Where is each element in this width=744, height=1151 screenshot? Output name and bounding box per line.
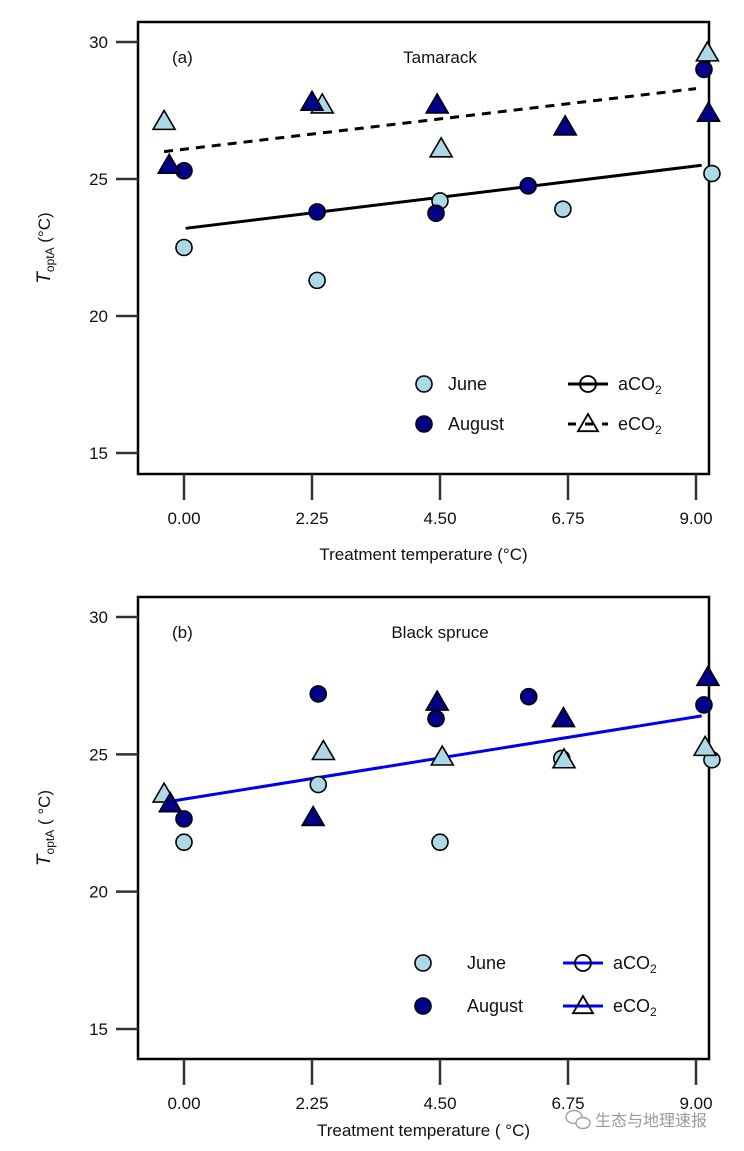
point-august-eco2	[695, 664, 721, 687]
legend-marker-june	[414, 954, 432, 972]
point-august-eco2	[552, 114, 578, 136]
y-axis-title: ToptA (°C)	[34, 212, 57, 283]
legend-label-eco2: eCO2	[618, 414, 662, 437]
x-tick-label: 9.00	[679, 1094, 712, 1113]
legend-marker-aco2	[579, 375, 597, 393]
point-june-eco2	[429, 744, 455, 766]
point-august-aco2	[519, 177, 537, 195]
legend-marker-august	[415, 415, 433, 433]
point-august-eco2	[299, 89, 325, 111]
panel-a-tamarack: 15 20 25 30 0.00 2.25 4.50 6.75 9.00 Treatment te…	[34, 20, 721, 564]
y-tick-label: 15	[89, 444, 108, 463]
y-tick-label: 20	[89, 883, 108, 902]
point-august-aco2	[519, 687, 538, 706]
point-june-aco2	[554, 200, 572, 218]
panel-title: Tamarack	[403, 48, 477, 67]
y-tick-label: 30	[89, 608, 108, 627]
y-tick-label: 20	[89, 307, 108, 326]
x-tick-label: 9.00	[679, 509, 712, 528]
legend-label-august: August	[467, 996, 523, 1016]
plot-frame	[136, 20, 711, 476]
x-axis-title: Treatment temperature ( °C)	[317, 1121, 530, 1140]
point-august-eco2	[696, 100, 721, 122]
panel-b-black-spruce: 15 20 25 30 0.00 2.25 4.50 6.75 9.00 Treatment te…	[34, 595, 721, 1140]
x-axis-title: Treatment temperature (°C)	[319, 545, 527, 564]
x-tick-label: 6.75	[551, 509, 584, 528]
point-august-aco2	[695, 696, 713, 714]
x-tick-label: 4.50	[423, 1094, 456, 1113]
x-tick-label: 4.50	[423, 509, 456, 528]
panel-tag: (b)	[172, 623, 193, 642]
point-august-aco2	[695, 60, 713, 79]
point-june-eco2	[694, 40, 720, 62]
x-tick-label: 2.25	[295, 509, 328, 528]
point-august-eco2	[551, 706, 576, 728]
x-tick-label: 0.00	[167, 509, 200, 528]
point-august-eco2	[424, 689, 450, 711]
y-tick-label: 15	[89, 1020, 108, 1039]
point-august-aco2	[427, 709, 445, 728]
legend: June August aCO2 eCO2	[414, 953, 657, 1019]
panel-tag: (a)	[172, 48, 193, 67]
legend-label-eco2: eCO2	[613, 996, 657, 1019]
legend-marker-eco2	[576, 412, 600, 433]
point-june-eco2	[151, 108, 177, 131]
point-june-aco2	[175, 833, 193, 852]
point-june-aco2	[703, 164, 721, 183]
panel-title: Black spruce	[391, 623, 488, 642]
point-june-aco2	[175, 238, 193, 257]
point-august-aco2	[427, 204, 445, 223]
point-august-eco2	[157, 791, 183, 813]
point-august-eco2	[424, 92, 450, 114]
y-tick-label: 25	[89, 745, 108, 764]
point-august-aco2	[308, 203, 326, 221]
legend-marker-june	[415, 375, 433, 393]
point-august-aco2	[309, 685, 328, 703]
legend-label-june: June	[448, 374, 487, 394]
legend-label-aco2: aCO2	[613, 953, 657, 976]
legend: June August aCO2 eCO2	[415, 374, 662, 437]
wechat-icon	[565, 1109, 591, 1130]
y-tick-label: 25	[89, 170, 108, 189]
watermark-text: 生态与地理速报	[595, 1111, 707, 1130]
point-june-eco2	[310, 738, 336, 761]
fit-line-eco2-fit	[163, 87, 697, 154]
point-june-eco2	[551, 747, 577, 769]
point-june-aco2	[309, 775, 328, 794]
point-june-aco2	[308, 271, 326, 290]
legend-label-august: August	[448, 414, 504, 434]
point-august-eco2	[156, 152, 182, 175]
plot-frame	[136, 595, 711, 1061]
point-june-eco2	[692, 734, 718, 757]
x-tick-label: 2.25	[295, 1094, 328, 1113]
x-tick-label: 0.00	[167, 1094, 200, 1113]
x-tick-label: 6.75	[551, 1094, 584, 1113]
y-tick-label: 30	[89, 33, 108, 52]
y-axis-title: ToptA ( °C)	[34, 790, 57, 866]
legend-label-june: June	[467, 953, 506, 973]
legend-marker-aco2	[574, 954, 592, 972]
legend-marker-august	[414, 997, 432, 1015]
legend-label-aco2: aCO2	[618, 374, 662, 397]
point-june-eco2	[428, 136, 454, 158]
legend-marker-eco2	[571, 994, 595, 1015]
point-august-eco2	[300, 804, 326, 827]
point-august-aco2	[175, 810, 193, 828]
watermark: 生态与地理速报	[565, 1109, 707, 1130]
point-june-aco2	[431, 833, 449, 852]
